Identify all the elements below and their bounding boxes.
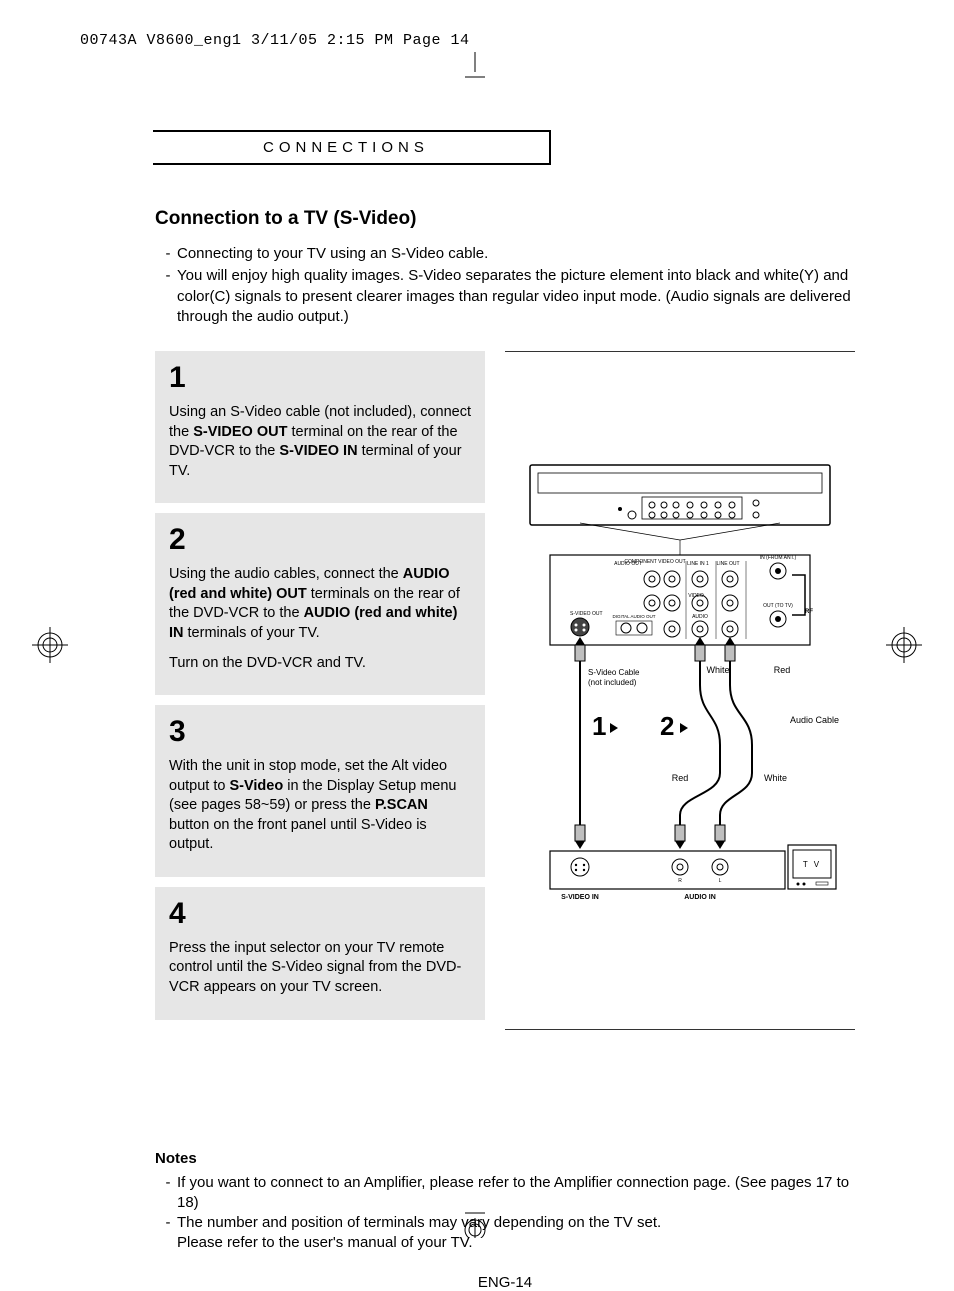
body-columns: 1 Using an S-Video cable (not included),… [155, 351, 855, 1030]
note-item: -If you want to connect to an Amplifier,… [159, 1173, 855, 1214]
label-out-tv: OUT (TO TV) [763, 603, 793, 609]
label-line-out: LINE OUT [716, 561, 739, 567]
label-red2: Red [672, 773, 689, 783]
page-number: ENG-14 [155, 1274, 855, 1291]
label-audio-cable: Audio Cable [790, 715, 839, 725]
note-text: The number and position of terminals may… [177, 1213, 661, 1254]
dash-icon: - [159, 1173, 177, 1214]
step-text: Press the input selector on your TV remo… [169, 939, 471, 998]
label-line-in: LINE IN 1 [687, 561, 709, 567]
step-number: 4 [169, 897, 471, 931]
label-audio-in: AUDIO IN [684, 894, 716, 901]
step: 2 Using the audio cables, connect the AU… [155, 513, 485, 695]
label-rf: RF [805, 609, 813, 615]
label-white: White [706, 665, 729, 675]
page-title: Connection to a TV (S-Video) [155, 208, 855, 230]
dash-icon: - [159, 266, 177, 327]
step-text: With the unit in stop mode, set the Alt … [169, 757, 471, 855]
step: 3 With the unit in stop mode, set the Al… [155, 705, 485, 877]
step: 1 Using an S-Video cable (not included),… [155, 351, 485, 503]
svg-text:L: L [719, 878, 722, 884]
label-component: COMPONENT VIDEO OUT [624, 559, 685, 565]
note-item: -The number and position of terminals ma… [159, 1213, 855, 1254]
crop-mark-left-icon [28, 625, 68, 665]
label-in-ant: IN (FROM ANT.) [760, 555, 797, 561]
step: 4 Press the input selector on your TV re… [155, 887, 485, 1020]
section-label: CONNECTIONS [263, 139, 429, 156]
step-text: Using an S-Video cable (not included), c… [169, 403, 471, 481]
intro-block: -Connecting to your TV using an S-Video … [159, 244, 855, 327]
intro-text: Connecting to your TV using an S-Video c… [177, 244, 855, 264]
crop-mark-right-icon [886, 625, 926, 665]
label-digital: DIGITAL AUDIO OUT [612, 614, 655, 619]
step-number: 1 [169, 361, 471, 395]
step-text: Using the audio cables, connect the AUDI… [169, 565, 471, 673]
svg-text:R: R [678, 878, 682, 884]
diagram-step2: 2 [660, 711, 674, 741]
note-text: If you want to connect to an Amplifier, … [177, 1173, 855, 1214]
step-number: 2 [169, 523, 471, 557]
label-red: Red [774, 665, 791, 675]
steps-column: 1 Using an S-Video cable (not included),… [155, 351, 485, 1030]
label-white2: White [764, 773, 787, 783]
diagram-step1: 1 [592, 711, 606, 741]
notes-block: Notes -If you want to connect to an Ampl… [155, 1150, 855, 1254]
notes-title: Notes [155, 1150, 855, 1167]
label-svideo-in: S-VIDEO IN [561, 894, 599, 901]
intro-item: -Connecting to your TV using an S-Video … [159, 244, 855, 264]
intro-item: -You will enjoy high quality images. S-V… [159, 266, 855, 327]
intro-text: You will enjoy high quality images. S-Vi… [177, 266, 855, 327]
label-tv: T V [803, 860, 821, 869]
diagram-svg: AUDIO OUT COMPONENT VIDEO OUT LINE IN 1 … [520, 455, 840, 925]
page-content: CONNECTIONS Connection to a TV (S-Video)… [155, 130, 855, 1291]
dash-icon: - [159, 244, 177, 264]
step-number: 3 [169, 715, 471, 749]
label-audio: AUDIO [692, 614, 708, 620]
connection-diagram: AUDIO OUT COMPONENT VIDEO OUT LINE IN 1 … [505, 351, 855, 1030]
crop-mark-top-icon [460, 52, 490, 82]
dash-icon: - [159, 1213, 177, 1254]
section-tab: CONNECTIONS [153, 130, 551, 165]
label-svideo-cable: S-Video Cable(not included) [588, 668, 640, 687]
print-header: 00743A V8600_eng1 3/11/05 2:15 PM Page 1… [80, 32, 470, 49]
label-svideo-out: S-VIDEO OUT [570, 611, 603, 617]
